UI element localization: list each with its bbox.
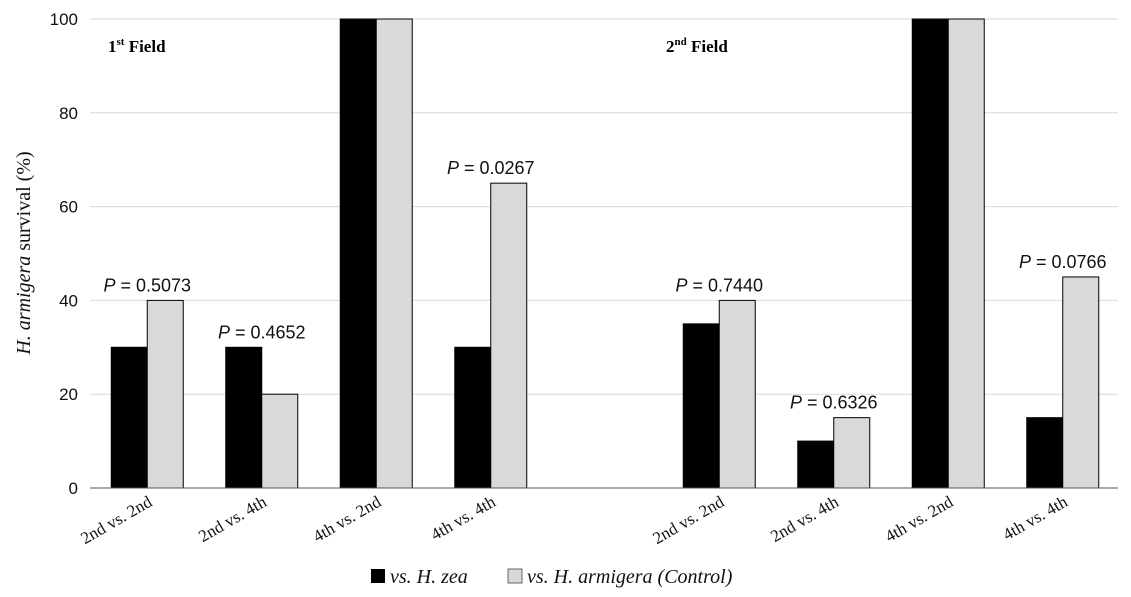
field-label: 1st Field bbox=[108, 36, 166, 56]
field-superscript: st bbox=[117, 36, 125, 48]
p-symbol: P bbox=[103, 275, 115, 295]
p-value-annotation: P = 0.5073 bbox=[103, 275, 191, 295]
bar-armigera bbox=[718, 299, 756, 489]
x-axis-ticks: 2nd vs. 2nd 2nd vs. 4th 4th vs. 2nd 4th vs.… bbox=[77, 492, 1071, 548]
bar-zea bbox=[225, 346, 263, 489]
field-label: 2nd Field bbox=[666, 36, 728, 56]
p-value: = 0.0766 bbox=[1031, 252, 1107, 272]
bar-armigera bbox=[375, 18, 413, 489]
x-tick-label: 2nd vs. 2nd bbox=[77, 492, 155, 548]
y-axis-label: H. armigera survival (%) bbox=[13, 151, 35, 355]
p-symbol: P bbox=[790, 393, 802, 413]
y-axis-label-species: H. armigera bbox=[13, 256, 35, 356]
p-value: = 0.0267 bbox=[459, 158, 535, 178]
legend-swatch-armigera bbox=[507, 568, 523, 584]
y-tick-label: 40 bbox=[59, 291, 78, 310]
field-number: 1 bbox=[108, 37, 117, 56]
p-symbol: P bbox=[1019, 252, 1031, 272]
bar-zea bbox=[454, 346, 492, 489]
legend-swatch-zea bbox=[371, 569, 385, 583]
p-value-annotation: P = 0.7440 bbox=[675, 275, 763, 295]
x-tick-label: 2nd vs. 2nd bbox=[649, 492, 727, 548]
bar-armigera bbox=[833, 417, 871, 489]
y-tick-label: 80 bbox=[59, 104, 78, 123]
p-symbol: P bbox=[675, 275, 687, 295]
bar-armigera bbox=[490, 182, 528, 489]
x-tick-label: 4th vs. 4th bbox=[999, 492, 1071, 544]
y-axis-ticks: 0 20 40 60 80 100 bbox=[50, 10, 78, 498]
legend: vs. H. zea vs. H. armigera (Control) bbox=[371, 566, 733, 588]
legend-label-zea: vs. H. zea bbox=[390, 566, 468, 588]
bar-zea bbox=[339, 18, 377, 489]
p-value: = 0.7440 bbox=[687, 275, 763, 295]
p-value-annotation: P = 0.0267 bbox=[447, 158, 535, 178]
y-axis-label-rest: survival (%) bbox=[13, 151, 35, 255]
x-tick-label: 2nd vs. 4th bbox=[767, 492, 842, 546]
x-tick-label: 4th vs. 4th bbox=[427, 492, 499, 544]
x-tick-label: 2nd vs. 4th bbox=[195, 492, 270, 546]
p-value-annotation: P = 0.0766 bbox=[1019, 252, 1107, 272]
legend-label-armigera: vs. H. armigera (Control) bbox=[527, 566, 733, 588]
bar-zea bbox=[911, 18, 949, 489]
y-tick-label: 0 bbox=[69, 479, 78, 498]
x-tick-label: 4th vs. 2nd bbox=[310, 492, 385, 546]
y-tick-label: 60 bbox=[59, 198, 78, 217]
bars bbox=[110, 18, 1100, 489]
p-value-annotation: P = 0.6326 bbox=[790, 393, 878, 413]
bar-zea bbox=[682, 323, 720, 489]
field-number: 2 bbox=[666, 37, 675, 56]
field-word: Field bbox=[124, 37, 166, 56]
bar-zea bbox=[1026, 417, 1064, 489]
bar-armigera bbox=[1062, 276, 1100, 489]
field-labels: 1st Field 2nd Field bbox=[108, 36, 728, 56]
bar-zea bbox=[110, 346, 148, 489]
bar-armigera bbox=[947, 18, 985, 489]
p-value: = 0.4652 bbox=[230, 322, 306, 342]
p-symbol: P bbox=[447, 158, 459, 178]
p-value: = 0.5073 bbox=[115, 275, 191, 295]
y-tick-label: 100 bbox=[50, 10, 78, 29]
bar-armigera bbox=[146, 299, 184, 489]
p-symbol: P bbox=[218, 322, 230, 342]
p-value: = 0.6326 bbox=[802, 393, 878, 413]
y-tick-label: 20 bbox=[59, 385, 78, 404]
field-superscript: nd bbox=[675, 36, 687, 48]
field-word: Field bbox=[687, 37, 729, 56]
p-value-annotation: P = 0.4652 bbox=[218, 322, 306, 342]
x-tick-label: 4th vs. 2nd bbox=[882, 492, 957, 546]
bar-zea bbox=[797, 440, 835, 489]
bar-armigera bbox=[261, 393, 299, 489]
